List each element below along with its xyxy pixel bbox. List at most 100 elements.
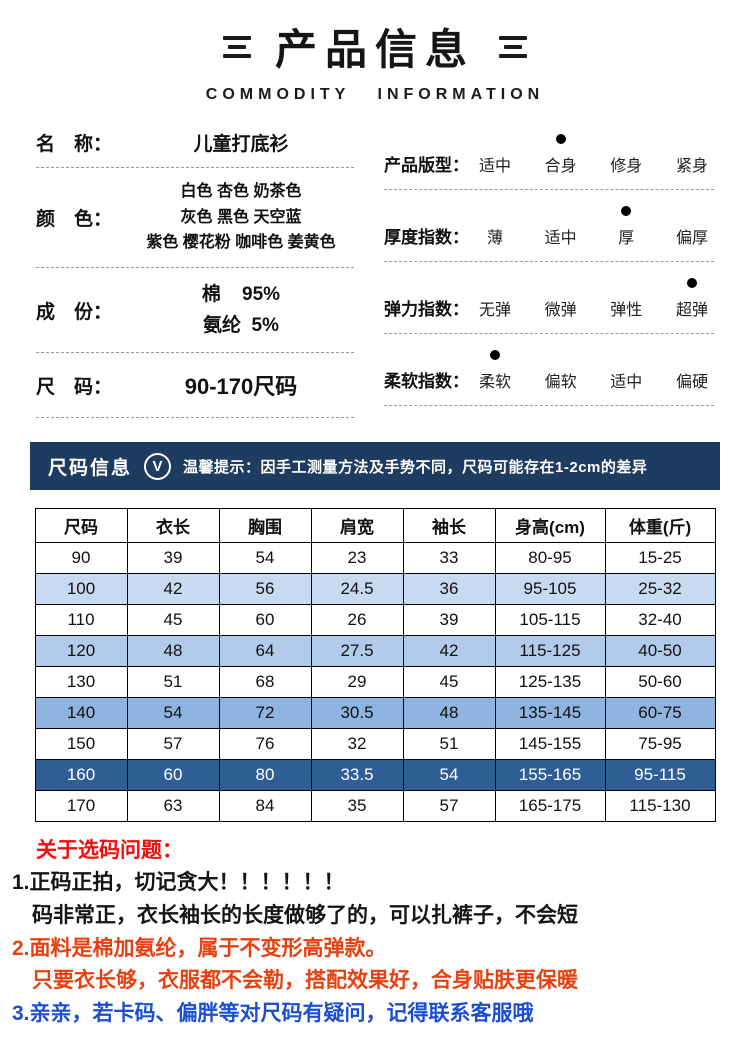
- size-table-cell: 140: [34, 697, 128, 730]
- size-table-row: 90 39 54 23 33 80-95 15-25: [34, 542, 716, 575]
- selected-dot-icon: [555, 134, 566, 144]
- size-table-header-cell: 身高(cm): [494, 508, 606, 544]
- size-table-cell: 33.5: [310, 759, 404, 792]
- index-options: 柔软 偏软 适中 偏硬: [473, 350, 714, 392]
- size-table-cell: 68: [218, 666, 312, 699]
- index-row: 产品版型： 适中 合身 修身 紧身: [384, 118, 714, 190]
- size-table-cell: 160: [34, 759, 128, 792]
- composition-lines: 棉 95% 氨纶 5%: [128, 279, 354, 342]
- page-subtitle: COMMODITY INFORMATION: [205, 86, 545, 103]
- size-table-cell: 105-115: [494, 604, 606, 637]
- index-option: 偏软: [539, 350, 583, 392]
- size-table-cell: 51: [126, 666, 220, 699]
- spec-label-color: 颜 色：: [36, 208, 113, 230]
- size-table-cell: 57: [126, 728, 220, 761]
- size-table-cell: 29: [310, 666, 404, 699]
- size-table-cell: 130: [34, 666, 128, 699]
- size-table-cell: 26: [310, 604, 404, 637]
- size-table-header-cell: 衣长: [126, 508, 220, 544]
- spec-label-size: 尺 码：: [36, 376, 113, 398]
- size-table-cell: 155-165: [494, 759, 606, 792]
- index-option: 微弹: [539, 278, 583, 320]
- size-table-cell: 135-145: [494, 697, 606, 730]
- index-option: 适中: [473, 134, 517, 176]
- index-column: 产品版型： 适中 合身 修身 紧身 厚度指数：薄适中厚偏厚 弹力指数： 无弹 微弹 弹性 超弹 柔软指…: [384, 118, 714, 418]
- spec-row-color: 颜 色： 白色 杏色 奶茶色 灰色 黑色 天空蓝 紫色 樱花粉 咖啡色 姜黄色: [36, 168, 354, 268]
- index-option-label: 无弹: [478, 302, 511, 319]
- index-options: 薄 适中 厚 偏厚: [473, 206, 714, 248]
- selected-dot-icon: [686, 278, 697, 288]
- size-table-row: 160 60 80 33.5 54 155-165 95-115: [34, 759, 716, 792]
- size-table-cell: 25-32: [604, 573, 716, 606]
- index-option-label: 修身: [610, 158, 643, 175]
- size-table-row: 140 54 72 30.5 48 135-145 60-75: [34, 697, 716, 730]
- spec-row-size: 尺 码： 90-170尺码: [36, 353, 354, 419]
- index-row: 柔软指数： 柔软 偏软 适中 偏硬: [384, 334, 714, 406]
- size-info-banner: 尺码信息 V 温馨提示：因手工测量方法及手势不同，尺码可能存在1-2cm的差异: [30, 442, 720, 491]
- note-line: 3.亲亲，若卡码、偏胖等对尺码有疑问，记得联系客服哦: [12, 1001, 534, 1025]
- note-line: 码非常正，衣长袖长的长度做够了的，可以扎裤子，不会短: [32, 904, 578, 928]
- size-table-row: 130 51 68 29 45 125-135 50-60: [34, 666, 716, 699]
- size-table-cell: 42: [126, 573, 220, 606]
- size-table-cell: 64: [218, 635, 312, 668]
- index-option: 偏硬: [670, 350, 714, 392]
- size-table-body: 90 39 54 23 33 80-95 15-25 100 42 56 24.5 36 95-105 2…: [34, 542, 716, 823]
- size-table-cell: 50-60: [604, 666, 716, 699]
- index-option-label: 超弹: [675, 302, 708, 319]
- size-table-header-cell: 体重(斤): [604, 508, 716, 544]
- index-label: 厚度指数：: [384, 228, 469, 247]
- size-table-cell: 165-175: [494, 790, 606, 823]
- size-table-cell: 54: [126, 697, 220, 730]
- note-line: 只要衣长够，衣服都不会勒，搭配效果好，合身贴肤更保暖: [32, 969, 578, 993]
- size-table-header-cell: 胸围: [218, 508, 312, 544]
- index-options: 适中 合身 修身 紧身: [473, 134, 714, 176]
- color-line: 紫色 樱花粉 咖啡色 姜黄色: [146, 234, 336, 252]
- size-table-cell: 63: [126, 790, 220, 823]
- index-option: 偏厚: [670, 206, 714, 248]
- size-table-cell: 95-105: [494, 573, 606, 606]
- size-table-cell: 27.5: [310, 635, 404, 668]
- title-row: 产品信息: [0, 16, 750, 77]
- size-table-row: 120 48 64 27.5 42 115-125 40-50: [34, 635, 716, 668]
- size-table-cell: 72: [218, 697, 312, 730]
- index-option: 适中: [604, 350, 648, 392]
- size-table-cell: 36: [402, 573, 496, 606]
- index-label: 弹力指数：: [384, 300, 469, 319]
- size-table-cell: 24.5: [310, 573, 404, 606]
- size-table-cell: 42: [402, 635, 496, 668]
- index-option: 合身: [539, 134, 583, 176]
- index-option: 无弹: [473, 278, 517, 320]
- size-table-cell: 15-25: [604, 542, 716, 575]
- size-table-header-cell: 尺码: [34, 508, 128, 544]
- color-line: 白色 杏色 奶茶色: [180, 183, 302, 200]
- composition-line: 氨纶 5%: [202, 315, 280, 337]
- index-option: 柔软: [473, 350, 517, 392]
- selected-dot-icon: [621, 206, 632, 216]
- note-line: 2.面料是棉加氨纶，属于不变形高弹款。: [12, 936, 387, 960]
- index-option: 紧身: [670, 134, 714, 176]
- size-table-cell: 115-125: [494, 635, 606, 668]
- size-table-cell: 40-50: [604, 635, 716, 668]
- size-table-header-cell: 肩宽: [310, 508, 404, 544]
- index-option: 适中: [539, 206, 583, 248]
- spec-value-name: 儿童打底衫: [193, 134, 289, 155]
- size-table-cell: 90: [34, 542, 128, 575]
- size-table-cell: 115-130: [604, 790, 716, 823]
- size-table-cell: 45: [126, 604, 220, 637]
- size-table-cell: 48: [126, 635, 220, 668]
- index-label: 柔软指数：: [384, 372, 469, 391]
- composition-line: 棉 95%: [201, 283, 281, 305]
- index-option-label: 薄: [486, 230, 503, 247]
- size-table-cell: 170: [34, 790, 128, 823]
- note-line: 1.正码正拍，切记贪大！！！！！！: [12, 871, 345, 895]
- v-badge-letter: V: [152, 457, 163, 475]
- size-table-cell: 80-95: [494, 542, 606, 575]
- size-table-cell: 54: [402, 759, 496, 792]
- index-option-label: 适中: [478, 158, 511, 175]
- size-table-cell: 110: [34, 604, 128, 637]
- index-option-label: 合身: [544, 158, 577, 175]
- spec-row-name: 名 称： 儿童打底衫: [36, 118, 354, 168]
- size-table-cell: 48: [402, 697, 496, 730]
- size-table-header-cell: 袖长: [402, 508, 496, 544]
